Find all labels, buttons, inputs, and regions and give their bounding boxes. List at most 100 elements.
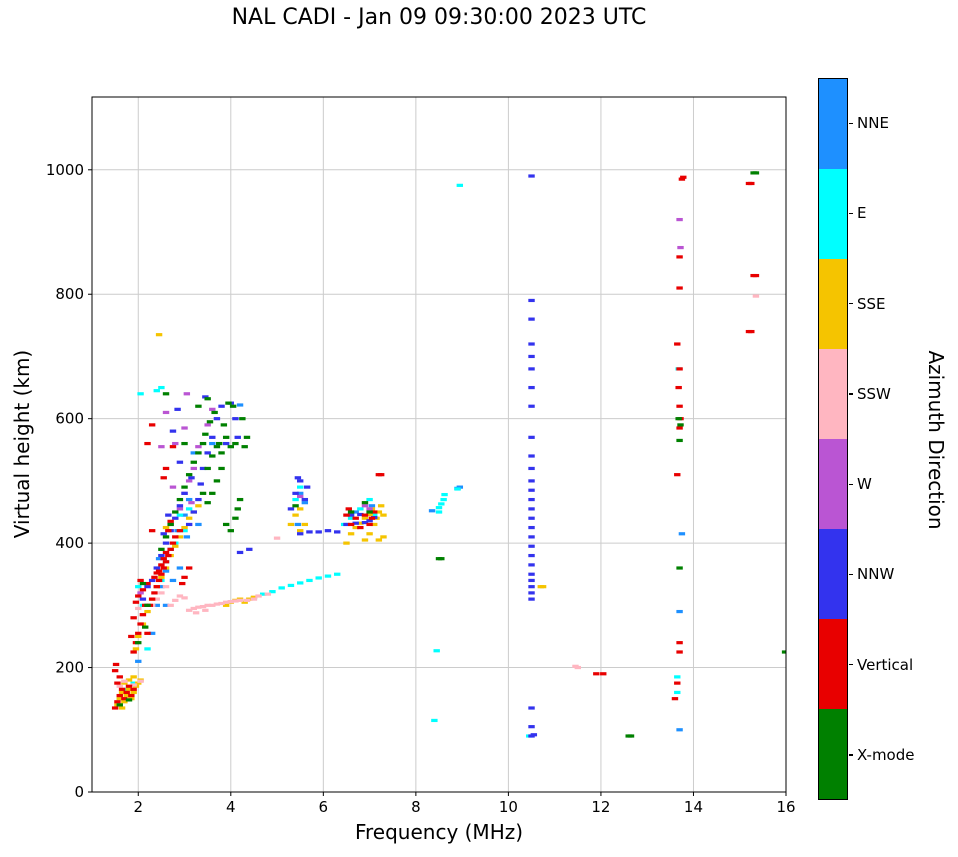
- data-point: [222, 441, 230, 446]
- data-point: [195, 445, 202, 449]
- data-point: [130, 650, 137, 654]
- data-point: [220, 423, 228, 427]
- data-point: [528, 563, 535, 567]
- data-point: [222, 435, 230, 439]
- data-point: [671, 697, 679, 701]
- chart-title: NAL CADI - Jan 09 09:30:00 2023 UTC: [231, 5, 647, 30]
- data-point: [176, 504, 184, 508]
- data-point: [192, 611, 200, 615]
- data-point: [123, 690, 130, 695]
- data-point: [132, 647, 140, 651]
- data-point: [292, 513, 299, 517]
- data-point: [366, 510, 373, 514]
- series-NNE: [135, 403, 686, 732]
- data-point: [185, 479, 193, 483]
- data-point: [204, 423, 211, 427]
- data-point: [366, 532, 373, 536]
- data-point: [181, 596, 188, 600]
- data-point: [158, 385, 165, 390]
- data-point: [116, 693, 123, 698]
- data-point: [176, 460, 184, 464]
- data-point: [165, 513, 172, 517]
- data-point: [216, 441, 223, 446]
- data-point: [674, 681, 681, 685]
- data-point: [454, 487, 461, 491]
- data-point: [357, 507, 364, 511]
- data-point: [528, 525, 535, 530]
- data-point: [158, 572, 165, 576]
- data-point: [165, 529, 172, 533]
- data-point: [176, 594, 184, 598]
- data-point: [528, 488, 535, 492]
- data-point: [181, 491, 188, 495]
- data-point: [202, 432, 209, 436]
- data-point: [676, 641, 683, 645]
- data-point: [232, 599, 239, 603]
- data-point: [440, 497, 447, 502]
- colorbar-category-label: NNW: [857, 565, 895, 584]
- data-point: [116, 675, 123, 679]
- data-point: [229, 404, 237, 408]
- data-point: [528, 454, 535, 458]
- data-point: [528, 298, 535, 303]
- data-point: [137, 622, 144, 626]
- colorbar-tick: [849, 754, 853, 756]
- data-point: [172, 510, 179, 514]
- data-points: [111, 171, 786, 738]
- data-point: [748, 329, 755, 334]
- data-point: [528, 385, 535, 390]
- data-point: [528, 544, 535, 548]
- data-point: [456, 485, 464, 489]
- data-point: [160, 476, 167, 480]
- data-point: [528, 535, 535, 539]
- data-point: [114, 700, 121, 704]
- data-point: [250, 595, 258, 599]
- data-point: [676, 426, 683, 430]
- data-point: [435, 510, 443, 514]
- data-point: [139, 581, 147, 586]
- data-point: [158, 575, 165, 579]
- data-point: [204, 501, 211, 505]
- data-point: [130, 683, 137, 687]
- y-tick-label: 400: [55, 534, 84, 552]
- data-point: [148, 578, 156, 583]
- data-point: [183, 392, 191, 396]
- data-point: [162, 560, 170, 564]
- data-point: [528, 597, 535, 601]
- data-point: [292, 491, 299, 495]
- data-point: [128, 634, 135, 639]
- data-point: [371, 510, 378, 514]
- data-point: [627, 734, 635, 738]
- data-point: [160, 566, 167, 570]
- data-point: [781, 650, 786, 654]
- data-point: [528, 591, 535, 595]
- y-tick-label: 200: [55, 659, 84, 677]
- data-point: [236, 598, 244, 602]
- data-point: [181, 426, 188, 430]
- data-point: [195, 504, 202, 508]
- grid: [92, 97, 787, 793]
- x-tick-label: 14: [684, 798, 703, 816]
- data-point: [213, 445, 221, 449]
- data-point: [185, 608, 193, 612]
- data-point: [222, 600, 230, 604]
- data-point: [195, 451, 202, 455]
- data-point: [111, 669, 119, 673]
- data-point: [153, 566, 160, 570]
- data-point: [162, 541, 170, 545]
- series-W: [137, 217, 684, 595]
- data-point: [301, 497, 309, 502]
- data-point: [334, 530, 341, 534]
- data-point: [375, 510, 383, 514]
- data-point: [303, 485, 311, 489]
- data-point: [218, 466, 225, 471]
- data-point: [139, 588, 147, 592]
- data-point: [185, 473, 193, 477]
- data-point: [174, 407, 181, 411]
- data-point: [158, 547, 165, 551]
- data-point: [528, 354, 535, 359]
- colorbar-category-label: X-mode: [857, 745, 915, 764]
- data-point: [195, 497, 202, 502]
- colorbar-axis-label: Azimuth Direction: [924, 350, 948, 530]
- data-point: [209, 491, 216, 495]
